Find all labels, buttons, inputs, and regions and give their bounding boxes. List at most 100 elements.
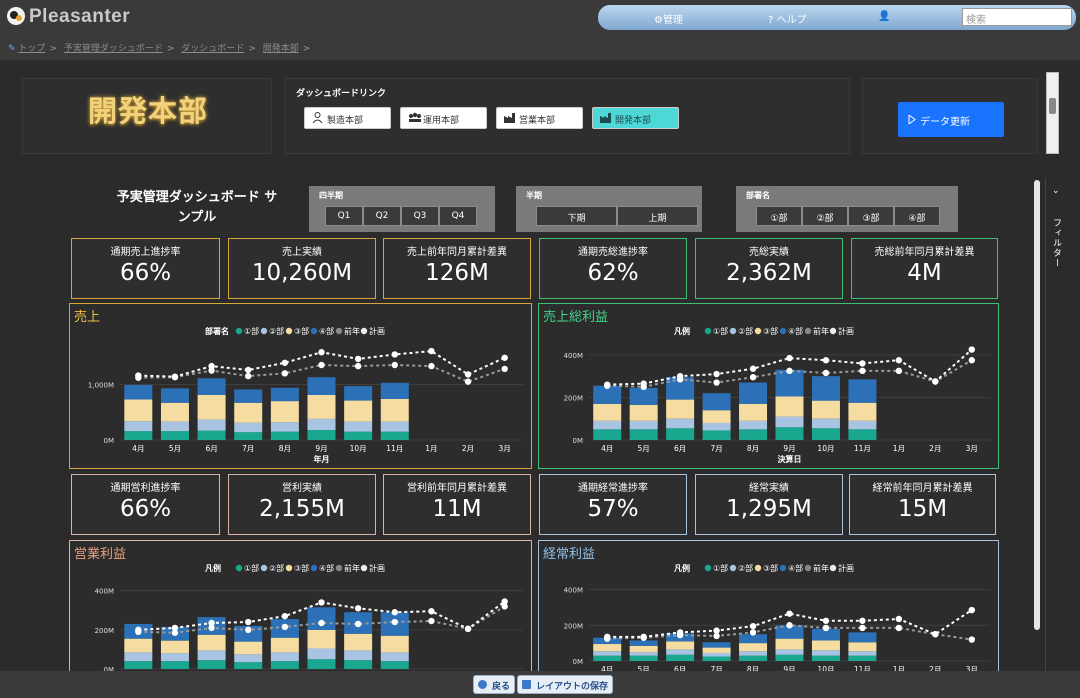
bar-segment: [160, 421, 189, 432]
legend-marker: [804, 564, 812, 572]
series-point: [281, 370, 289, 377]
kpi-card: 通期経常進捗率 57%: [539, 474, 687, 535]
kpi-title: 通期売上進捗率: [110, 247, 181, 258]
legend-label: ②部: [738, 326, 753, 336]
x-tick-label: 6月: [674, 665, 686, 672]
dashboard-links-label: ダッシュボードリンク: [296, 89, 387, 99]
link-kaihatsu[interactable]: 開発本部: [592, 107, 679, 129]
bar-segment: [197, 650, 226, 661]
kpi-title: 売総前年同月累計差異: [874, 247, 975, 258]
bar-segment: [344, 421, 373, 432]
kpi-value: 2,362M: [726, 260, 812, 286]
y-tick-label: 0M: [573, 658, 584, 666]
refresh-button[interactable]: データ更新: [898, 102, 1004, 137]
header-scrollbar[interactable]: [1046, 72, 1059, 154]
breadcrumb-item[interactable]: トップ: [18, 44, 46, 54]
filter-option[interactable]: Q1: [325, 206, 363, 226]
filter-option[interactable]: Q3: [401, 206, 439, 226]
link-seizo[interactable]: 製造本部: [304, 107, 391, 129]
series-point: [859, 617, 866, 624]
series-point: [354, 605, 362, 612]
bar-segment: [307, 648, 336, 660]
chevron-down-icon[interactable]: ⌄: [1052, 186, 1060, 196]
pleasanter-logo-icon: [7, 7, 25, 25]
legend-marker: [754, 327, 762, 335]
legend-marker: [285, 327, 293, 335]
link-eigyo[interactable]: 営業本部: [496, 107, 583, 129]
bar-segment: [702, 410, 731, 423]
kpi-value: 66%: [119, 260, 172, 286]
filter-option[interactable]: Q2: [363, 206, 401, 226]
series-point: [208, 624, 215, 632]
scroll-thumb[interactable]: [1049, 98, 1056, 114]
x-tick-label: 6月: [674, 444, 686, 453]
filter-option[interactable]: ④部: [894, 206, 940, 226]
bar-segment: [344, 660, 373, 669]
nav-manage[interactable]: ⚙管理: [654, 15, 683, 26]
filter-option[interactable]: Q4: [439, 206, 477, 226]
bar-segment: [739, 382, 768, 404]
legend-marker: [779, 327, 787, 335]
search-input[interactable]: 検索: [962, 8, 1072, 26]
filter-option[interactable]: 上期: [617, 206, 698, 226]
link-unyo[interactable]: 運用本部: [400, 107, 487, 129]
series-point: [713, 627, 720, 634]
x-tick-label: 1月: [425, 444, 437, 453]
kpi-card: 経常前年同月累計差異 15M: [849, 474, 996, 535]
kpi-value: 11M: [432, 496, 482, 522]
x-tick-label: 4月: [601, 665, 613, 672]
bar-segment: [124, 652, 153, 662]
series-point: [822, 369, 830, 377]
series-point: [391, 609, 398, 616]
bar-segment: [344, 431, 373, 440]
bar-segment: [160, 653, 189, 662]
nav-help[interactable]: ? ヘルプ: [768, 15, 807, 26]
series-point: [786, 367, 793, 375]
legend-marker: [335, 564, 343, 572]
app-logo[interactable]: Pleasanter: [6, 6, 130, 28]
legend-label: ①部: [713, 326, 728, 336]
filter-option[interactable]: ②部: [802, 206, 848, 226]
x-tick-label: 7月: [242, 444, 254, 453]
kpi-title: 売上実績: [282, 247, 322, 258]
series-point: [245, 618, 252, 626]
series-point: [428, 347, 435, 355]
legend-marker: [729, 564, 737, 572]
series-point: [749, 622, 757, 630]
bar-segment: [234, 641, 263, 655]
bar-segment: [380, 635, 409, 653]
filter-sidebar[interactable]: ⌄ フィルター: [1045, 178, 1067, 690]
scroll-thumb[interactable]: [1034, 180, 1040, 630]
user-icon[interactable]: 👤: [878, 11, 891, 22]
x-tick-label: 7月: [710, 665, 722, 672]
breadcrumb-item[interactable]: 開発本部: [262, 44, 299, 54]
legend-label: ③部: [294, 563, 309, 573]
filter-option[interactable]: ①部: [756, 206, 802, 226]
filter-quarter: 四半期 Q1 Q2 Q3 Q4: [309, 186, 495, 232]
bar-segment: [124, 661, 153, 669]
legend-label: ①部: [244, 563, 259, 573]
bar-segment: [702, 430, 731, 440]
save-layout-button[interactable]: レイアウトの保存: [517, 675, 614, 694]
legend-marker: [704, 327, 712, 335]
bar-segment: [739, 429, 768, 440]
filter-option[interactable]: ③部: [848, 206, 894, 226]
back-button[interactable]: 戻る: [473, 675, 516, 694]
series-point: [318, 349, 325, 356]
series-point: [281, 359, 289, 366]
x-tick-label: 4月: [132, 444, 144, 453]
bar-segment: [775, 396, 804, 417]
breadcrumb-item[interactable]: 予実管理ダッシュボード: [63, 44, 163, 54]
legend-label: 計画: [838, 563, 854, 573]
legend-marker: [779, 564, 787, 572]
kpi-card: 通期営利進捗率 66%: [71, 474, 220, 535]
main-scrollbar[interactable]: [1032, 178, 1042, 670]
bar-segment: [124, 421, 153, 432]
legend-label: ①部: [713, 563, 728, 573]
series-point: [428, 608, 435, 615]
filter-option[interactable]: 下期: [536, 206, 617, 226]
legend-marker: [360, 564, 368, 572]
breadcrumb-item[interactable]: ダッシュボード: [181, 44, 245, 54]
series-point: [171, 629, 179, 636]
bar-segment: [270, 637, 299, 653]
